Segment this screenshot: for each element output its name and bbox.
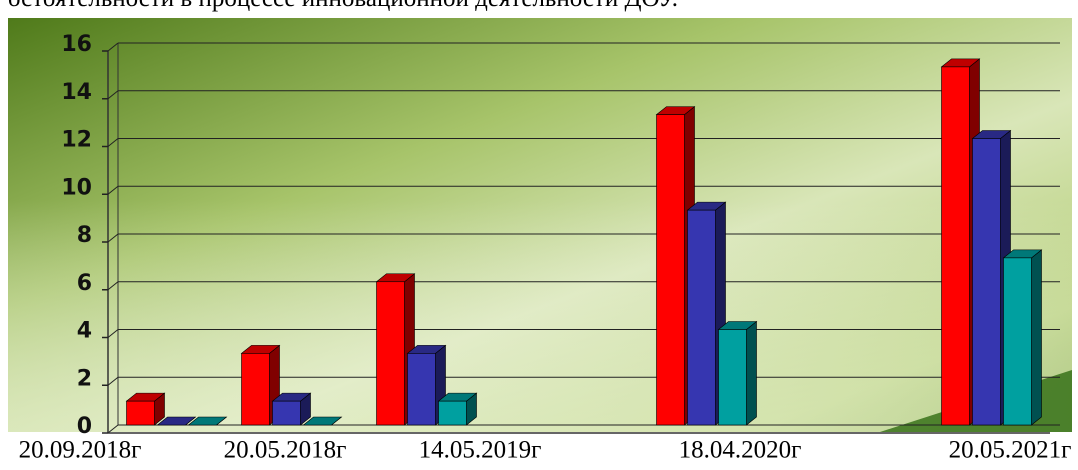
y-tick-label: 2 (77, 366, 92, 391)
x-tick-label: 14.05.2019г (419, 437, 542, 464)
x-tick-label: 20.05.2021г (949, 437, 1072, 464)
chart-title: остоятельности в процессе инновационной … (8, 0, 678, 12)
bar (273, 401, 301, 425)
bar (688, 210, 716, 425)
bar (719, 330, 747, 426)
bar (973, 139, 1001, 426)
x-tick-label: 18.04.2020г (679, 437, 802, 464)
bar (242, 353, 270, 425)
bar (657, 115, 685, 425)
bar (127, 401, 155, 425)
bar (942, 67, 970, 425)
y-tick-label: 8 (77, 223, 92, 248)
bar (1004, 258, 1032, 425)
chart: остоятельности в процессе инновационной … (0, 0, 1078, 470)
bar-side (1032, 250, 1042, 425)
y-tick-label: 10 (61, 175, 92, 200)
bar-side (747, 322, 757, 426)
bar (408, 353, 436, 425)
y-tick-label: 6 (77, 271, 92, 296)
y-tick-label: 16 (61, 32, 92, 57)
x-tick-label: 20.05.2018г (224, 437, 347, 464)
y-tick-label: 4 (77, 319, 92, 344)
x-tick-label: 20.09.2018г (19, 437, 142, 464)
y-tick-label: 14 (61, 80, 92, 105)
bar (439, 401, 467, 425)
y-tick-label: 12 (61, 128, 92, 153)
y-tick-label: 0 (77, 414, 92, 439)
background-haze (8, 200, 1072, 432)
bar (377, 282, 405, 425)
